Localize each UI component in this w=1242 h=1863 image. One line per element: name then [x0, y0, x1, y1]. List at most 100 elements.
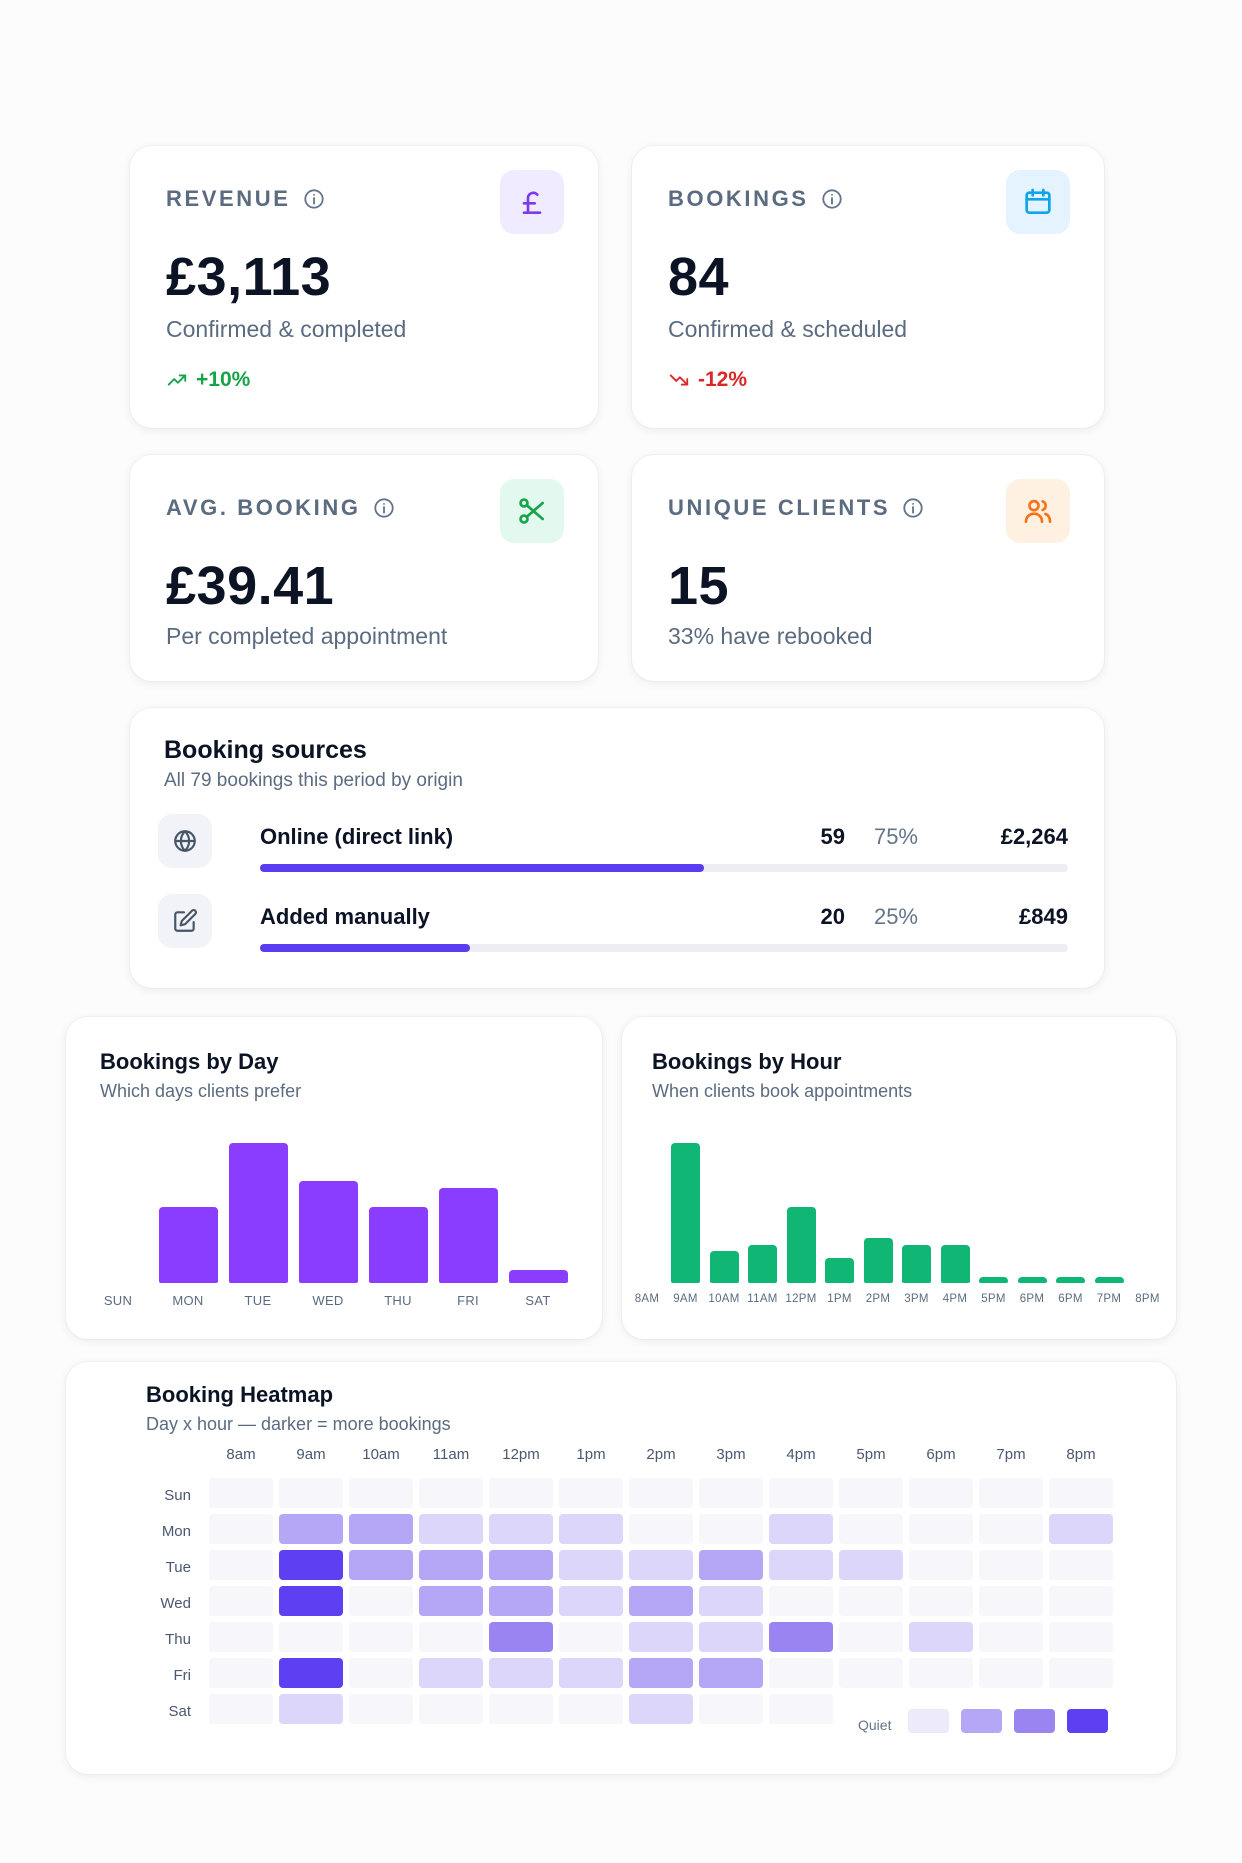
chart-bar [786, 1206, 816, 1283]
heatmap-cell[interactable] [909, 1514, 973, 1544]
heatmap-cell[interactable] [769, 1478, 833, 1508]
heatmap-cell[interactable] [559, 1514, 623, 1544]
heatmap-cell[interactable] [699, 1514, 763, 1544]
chart-bar [158, 1206, 218, 1283]
heatmap-cell[interactable] [769, 1514, 833, 1544]
heatmap-cell[interactable] [489, 1586, 553, 1616]
heatmap-cell[interactable] [349, 1622, 413, 1652]
heatmap-cell[interactable] [209, 1478, 273, 1508]
heatmap-cell[interactable] [279, 1550, 343, 1580]
heatmap-cell[interactable] [629, 1694, 693, 1724]
heatmap-cell[interactable] [349, 1586, 413, 1616]
heatmap-cell[interactable] [559, 1658, 623, 1688]
heatmap-cell[interactable] [489, 1550, 553, 1580]
heatmap-cell[interactable] [1049, 1514, 1113, 1544]
heatmap-cell[interactable] [559, 1586, 623, 1616]
heatmap-cell[interactable] [629, 1550, 693, 1580]
heatmap-cell[interactable] [979, 1478, 1043, 1508]
heatmap-cell[interactable] [489, 1622, 553, 1652]
heatmap-cell[interactable] [769, 1658, 833, 1688]
heatmap-cell[interactable] [699, 1622, 763, 1652]
heatmap-cell[interactable] [1049, 1586, 1113, 1616]
heatmap-cell[interactable] [769, 1622, 833, 1652]
heatmap-cell[interactable] [909, 1550, 973, 1580]
heatmap-cell[interactable] [979, 1586, 1043, 1616]
info-icon[interactable] [373, 497, 395, 519]
heatmap-cell[interactable] [209, 1622, 273, 1652]
heatmap-cell[interactable] [839, 1586, 903, 1616]
heatmap-cell[interactable] [279, 1694, 343, 1724]
heatmap-cell[interactable] [769, 1586, 833, 1616]
heatmap-cell[interactable] [699, 1550, 763, 1580]
heatmap-cell[interactable] [419, 1622, 483, 1652]
heatmap-cell[interactable] [559, 1550, 623, 1580]
heatmap-cell[interactable] [699, 1658, 763, 1688]
heatmap-cell[interactable] [349, 1550, 413, 1580]
heatmap-cell[interactable] [909, 1658, 973, 1688]
heatmap-cell[interactable] [979, 1514, 1043, 1544]
heatmap-cell[interactable] [769, 1694, 833, 1724]
heatmap-cell[interactable] [419, 1586, 483, 1616]
heatmap-cell[interactable] [419, 1694, 483, 1724]
info-icon[interactable] [902, 497, 924, 519]
heatmap-cell[interactable] [629, 1622, 693, 1652]
heatmap-cell[interactable] [419, 1478, 483, 1508]
heatmap-cell[interactable] [559, 1694, 623, 1724]
heatmap-cell[interactable] [349, 1478, 413, 1508]
heatmap-cell[interactable] [489, 1478, 553, 1508]
heatmap-cell[interactable] [629, 1514, 693, 1544]
kpi-subtitle: 33% have rebooked [668, 623, 873, 649]
heatmap-cell[interactable] [909, 1622, 973, 1652]
heatmap-cell[interactable] [629, 1658, 693, 1688]
heatmap-cell[interactable] [1049, 1622, 1113, 1652]
heatmap-cell[interactable] [279, 1514, 343, 1544]
heatmap-cell[interactable] [839, 1514, 903, 1544]
heatmap-cell[interactable] [419, 1658, 483, 1688]
heatmap-cell[interactable] [1049, 1478, 1113, 1508]
heatmap-cell[interactable] [699, 1478, 763, 1508]
heatmap-cell[interactable] [209, 1694, 273, 1724]
heatmap-cell[interactable] [279, 1478, 343, 1508]
heatmap-cell[interactable] [979, 1550, 1043, 1580]
heatmap-cell[interactable] [839, 1622, 903, 1652]
heatmap-cell[interactable] [279, 1622, 343, 1652]
x-tick-label: 2PM [865, 1293, 891, 1305]
heatmap-cell[interactable] [349, 1694, 413, 1724]
info-icon[interactable] [821, 188, 843, 210]
heatmap-cell[interactable] [209, 1514, 273, 1544]
chart-bar [438, 1187, 498, 1283]
heatmap-cell[interactable] [209, 1586, 273, 1616]
heatmap-cell[interactable] [629, 1586, 693, 1616]
x-tick-label: 6PM [1058, 1293, 1083, 1305]
heatmap-cell[interactable] [559, 1478, 623, 1508]
heatmap-cell[interactable] [419, 1550, 483, 1580]
heatmap-cell[interactable] [279, 1586, 343, 1616]
heatmap-cell[interactable] [279, 1658, 343, 1688]
heatmap-hour-label: 6pm [926, 1446, 956, 1463]
heatmap-cell[interactable] [839, 1658, 903, 1688]
heatmap-cell[interactable] [839, 1478, 903, 1508]
heatmap-cell[interactable] [209, 1550, 273, 1580]
heatmap-cell[interactable] [489, 1514, 553, 1544]
heatmap-cell[interactable] [699, 1586, 763, 1616]
heatmap-cell[interactable] [909, 1478, 973, 1508]
heatmap-cell[interactable] [419, 1514, 483, 1544]
heatmap-cell[interactable] [559, 1622, 623, 1652]
heatmap-cell[interactable] [839, 1550, 903, 1580]
heatmap-cell[interactable] [349, 1658, 413, 1688]
heatmap-cell[interactable] [489, 1694, 553, 1724]
heatmap-cell[interactable] [209, 1658, 273, 1688]
heatmap-cell[interactable] [1049, 1550, 1113, 1580]
heatmap-cell[interactable] [489, 1658, 553, 1688]
heatmap-cell[interactable] [979, 1622, 1043, 1652]
heatmap-cell[interactable] [979, 1658, 1043, 1688]
booking-heatmap-card: Booking Heatmap Day x hour — darker = mo… [66, 1362, 1176, 1774]
heatmap-cell[interactable] [909, 1586, 973, 1616]
heatmap-cell[interactable] [1049, 1658, 1113, 1688]
heatmap-cell[interactable] [769, 1550, 833, 1580]
chart-bar [1094, 1276, 1124, 1283]
info-icon[interactable] [303, 188, 325, 210]
heatmap-cell[interactable] [629, 1478, 693, 1508]
heatmap-cell[interactable] [349, 1514, 413, 1544]
heatmap-cell[interactable] [699, 1694, 763, 1724]
